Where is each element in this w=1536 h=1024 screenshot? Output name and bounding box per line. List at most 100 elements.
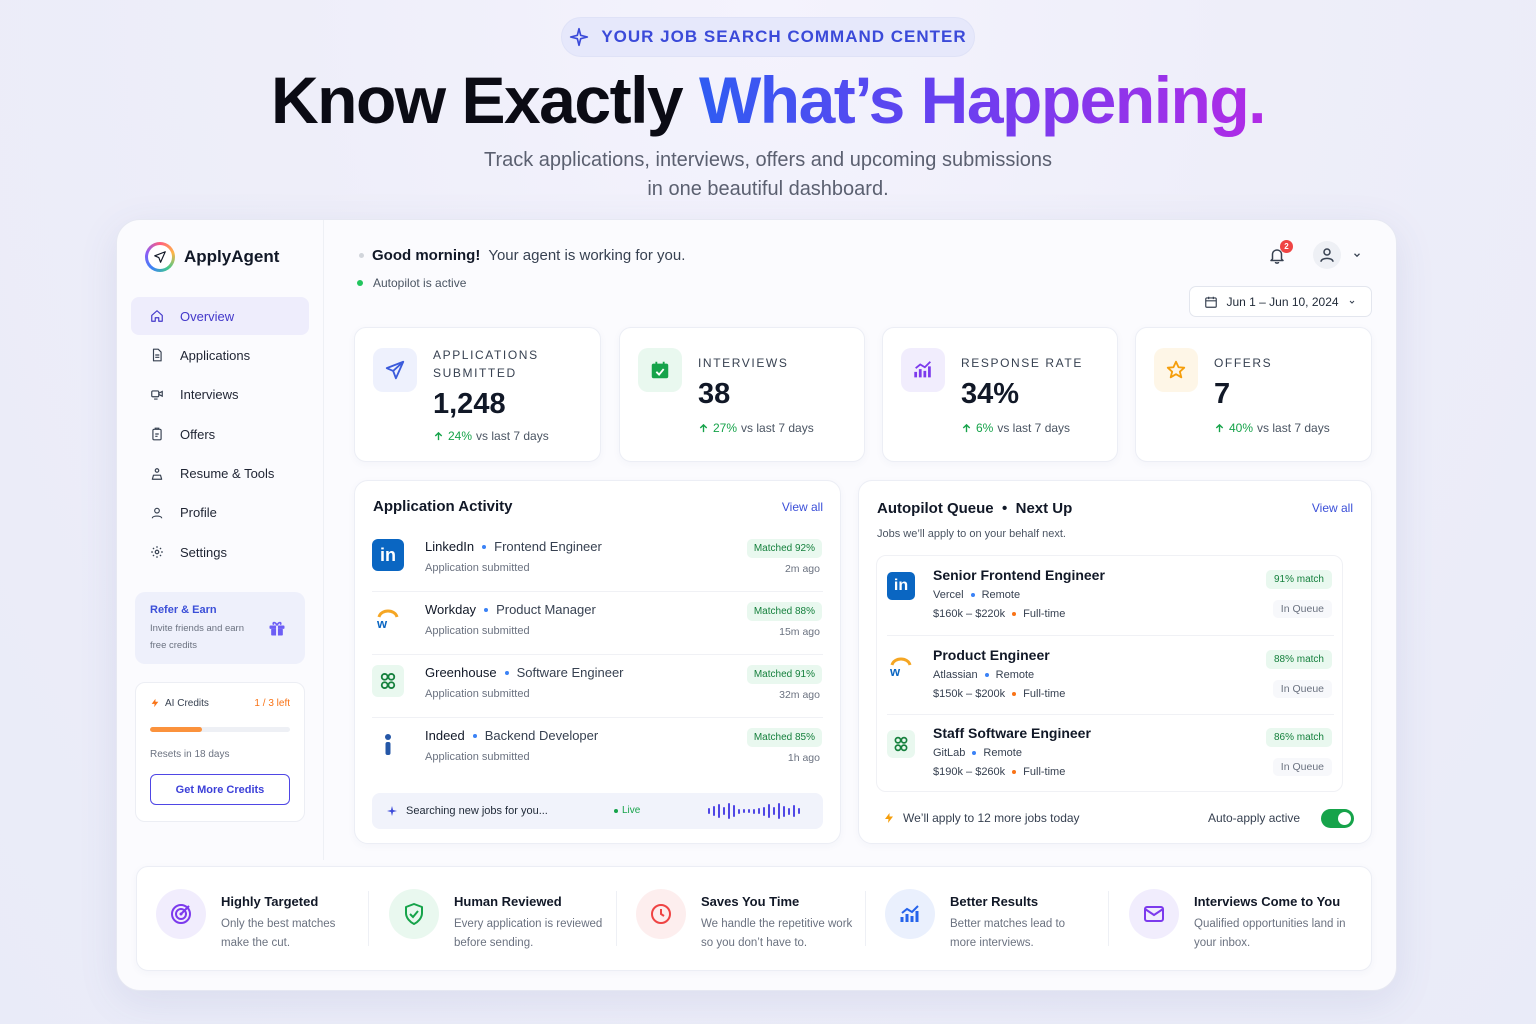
activity-row[interactable]: Indeed Backend Developer Application subm… — [372, 728, 822, 791]
queue-item[interactable]: Staff Software Engineer GitLab Remote $19… — [877, 714, 1344, 793]
status-dot — [357, 280, 363, 286]
hero-subtitle: Track applications, interviews, offers a… — [0, 146, 1536, 204]
get-more-credits-button[interactable]: Get More Credits — [150, 774, 290, 805]
bolt-icon — [151, 698, 159, 708]
gift-icon — [269, 621, 285, 636]
arrow-up-icon — [1215, 423, 1224, 432]
app-logo[interactable]: ApplyAgent — [145, 242, 279, 272]
feature-desc: Only the best matches make the cut. — [221, 918, 336, 949]
linkedin-icon: in — [372, 539, 404, 571]
workday-icon: w — [372, 602, 404, 634]
stat-delta: 24% vs last 7 days — [433, 429, 549, 443]
hero-subtitle-line2: in one beautiful dashboard. — [647, 178, 889, 200]
app-name: ApplyAgent — [184, 247, 280, 266]
activity-row[interactable]: in LinkedIn Frontend Engineer Application… — [372, 539, 822, 602]
queue-item[interactable]: w Product Engineer Atlassian Remote $150k… — [877, 636, 1344, 715]
sidebar-item-applications[interactable]: Applications — [131, 336, 309, 374]
feature-desc: Qualified opportunities land in your inb… — [1194, 918, 1346, 949]
clipboard-icon — [152, 427, 162, 441]
feature-title: Interviews Come to You — [1194, 894, 1341, 909]
svg-text:w: w — [889, 664, 901, 677]
stat-card-offers[interactable]: OFFERS 7 40% vs last 7 days — [1135, 327, 1372, 462]
autopilot-text: Autopilot is active — [373, 276, 467, 290]
credits-progress-bar — [150, 727, 290, 732]
credits-reset-text: Resets in 18 days — [150, 749, 230, 760]
stat-delta: 27% vs last 7 days — [698, 421, 814, 435]
greenhouse-icon — [372, 665, 404, 697]
ai-credits-card: AI Credits 1 / 3 left Resets in 18 days … — [135, 682, 305, 822]
star-icon — [1154, 348, 1198, 392]
dashboard-panel: ApplyAgent Overview Applications Intervi… — [116, 219, 1397, 991]
bar-chart-icon — [901, 348, 945, 392]
avatar[interactable] — [1313, 241, 1341, 269]
queue-item-salary: $150k – $200k Full-time — [933, 688, 1066, 700]
date-range-picker[interactable]: Jun 1 – Jun 10, 2024 — [1189, 286, 1372, 317]
queue-title: Autopilot Queue • Next Up — [877, 500, 1073, 517]
refer-title: Refer & Earn — [150, 604, 217, 616]
hero-title: Know Exactly What’s Happening. — [0, 62, 1536, 138]
queue-item-title: Senior Frontend Engineer — [933, 567, 1105, 583]
chevron-down-icon — [1349, 300, 1354, 304]
features-bar: Highly Targeted Only the best matches ma… — [136, 866, 1372, 971]
autopilot-status: Autopilot is active — [357, 276, 466, 290]
sidebar-item-interviews[interactable]: Interviews — [131, 376, 309, 414]
arrow-up-icon — [962, 423, 971, 432]
activity-row-main: Workday Product Manager — [425, 602, 596, 617]
greeting-rest: Your agent is working for you. — [488, 247, 686, 264]
activity-title: Application Activity — [373, 498, 513, 515]
activity-row-status: Application submitted — [425, 625, 530, 637]
credits-progress-fill — [150, 727, 202, 732]
chevron-down-icon[interactable] — [1351, 250, 1363, 260]
sidebar-item-profile[interactable]: Profile — [131, 494, 309, 532]
queue-item[interactable]: in Senior Frontend Engineer Vercel Remote… — [877, 556, 1344, 635]
refer-subtitle: Invite friends and earn free credits — [150, 623, 245, 651]
queue-view-all-link[interactable]: View all — [1311, 501, 1353, 515]
feature-desc: Every application is reviewed before sen… — [454, 918, 603, 949]
match-badge: Matched 85% — [746, 728, 822, 747]
activity-row-main: Greenhouse Software Engineer — [425, 665, 624, 680]
bell-icon — [1270, 249, 1284, 264]
hero-title-start: Know Exactly — [270, 63, 699, 137]
match-badge: Matched 88% — [746, 602, 822, 621]
activity-row-time: 32m ago — [779, 689, 820, 701]
sidebar-item-label: Profile — [180, 505, 217, 521]
queue-item-company: GitLab Remote — [933, 747, 1022, 759]
sidebar-item-offers[interactable]: Offers — [131, 415, 309, 453]
sidebar-item-label: Overview — [180, 308, 235, 324]
refer-earn-card[interactable]: Refer & Earn Invite friends and earn fre… — [135, 592, 305, 664]
activity-row[interactable]: w Workday Product Manager Application sub… — [372, 602, 822, 665]
auto-apply-label: Auto-apply active — [1208, 811, 1301, 825]
bolt-icon — [885, 813, 893, 823]
user-icon — [1320, 248, 1334, 262]
sidebar-item-resume-tools[interactable]: Resume & Tools — [131, 455, 309, 493]
tools-icon — [151, 467, 163, 480]
logo-icon — [145, 242, 175, 272]
activity-view-all-link[interactable]: View all — [781, 500, 823, 514]
stat-card-applications[interactable]: APPLICATIONS SUBMITTED 1,248 24% vs last 7… — [354, 327, 601, 462]
match-badge: 86% match — [1265, 728, 1332, 747]
notifications-button[interactable]: 2 — [1268, 240, 1293, 271]
svg-text:w: w — [376, 616, 388, 629]
queue-subtitle: Jobs we’ll apply to on your behalf next. — [877, 528, 1066, 540]
activity-row-time: 1h ago — [787, 752, 820, 764]
sidebar-item-label: Applications — [180, 347, 251, 363]
auto-apply-toggle[interactable] — [1321, 809, 1354, 828]
activity-row-main: Indeed Backend Developer — [425, 728, 599, 743]
queue-item-company: Atlassian Remote — [933, 669, 1035, 681]
stat-label: INTERVIEWS — [698, 356, 789, 370]
workday-icon: w — [887, 652, 915, 680]
chart-icon — [885, 889, 935, 939]
greeting: Good morning! Your agent is working for … — [359, 247, 685, 264]
activity-row[interactable]: Greenhouse Software Engineer Application … — [372, 665, 822, 728]
sidebar-item-settings[interactable]: Settings — [131, 533, 309, 571]
stat-value: 1,248 — [433, 388, 506, 420]
queue-item-salary: $190k – $260k Full-time — [933, 766, 1066, 778]
credits-label: AI Credits — [150, 697, 209, 709]
queue-list: in Senior Frontend Engineer Vercel Remote… — [876, 555, 1343, 792]
stat-card-interviews[interactable]: INTERVIEWS 38 27% vs last 7 days — [619, 327, 865, 462]
sidebar-item-overview[interactable]: Overview — [131, 297, 309, 335]
feature-desc: We handle the repetitive work so you don… — [701, 918, 853, 949]
stat-card-response-rate[interactable]: RESPONSE RATE 34% 6% vs last 7 days — [882, 327, 1118, 462]
greenhouse-icon — [887, 730, 915, 758]
queue-state-badge: In Queue — [1272, 680, 1332, 698]
